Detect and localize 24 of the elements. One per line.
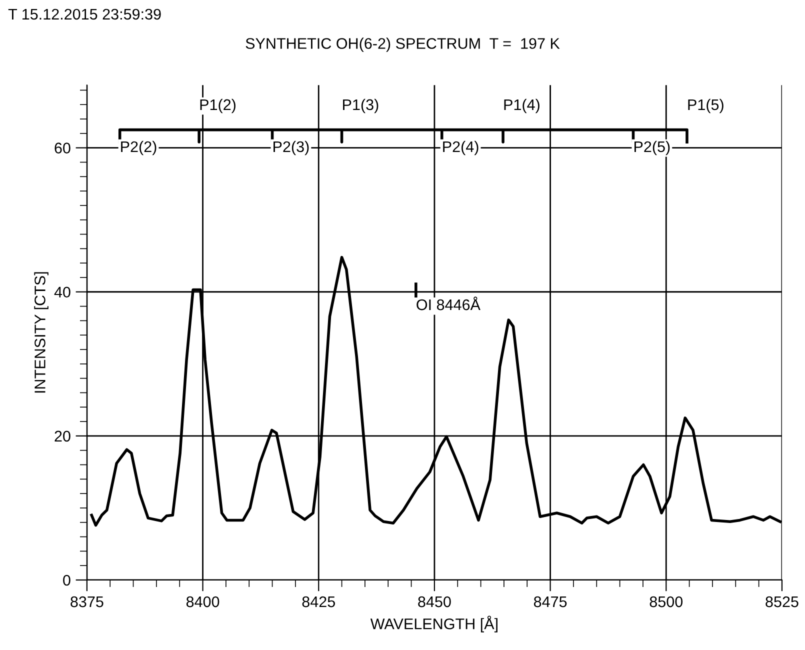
- x-tick-label: 8425: [302, 596, 335, 608]
- x-tick-label: 8375: [70, 596, 104, 608]
- text: T 15.12.2015 23:59:39: [8, 8, 161, 20]
- y-axis-title: INTENSITY [CTS]: [34, 272, 48, 393]
- annotation: P1(2): [200, 98, 236, 114]
- annotation: P1(3): [343, 98, 378, 114]
- x-axis-title: WAVELENGTH [Å]: [370, 616, 498, 632]
- x-tick-label: 8450: [418, 596, 451, 608]
- chart-title: SYNTHETIC OH(6-2) SPECTRUM T = 197 K: [246, 38, 560, 52]
- annotation: P1(5): [688, 98, 724, 114]
- annotation: P2(5): [634, 140, 670, 156]
- x-tick-label: 8475: [534, 596, 567, 608]
- y-tick-label: 0: [63, 574, 70, 586]
- x-tick-label: 8500: [650, 596, 683, 608]
- y-tick-label: 60: [54, 142, 70, 154]
- annotation: P2(2): [121, 140, 156, 156]
- y-tick-label: 20: [54, 430, 70, 442]
- annotation: P2(3): [274, 140, 309, 156]
- x-tick-label: 8525: [766, 596, 798, 608]
- x-tick-label: 8400: [186, 596, 220, 608]
- annotation: P1(4): [504, 98, 540, 114]
- annotation: P2(4): [443, 140, 478, 156]
- y-tick-label: 40: [54, 286, 70, 298]
- annotation: OI 8446Å: [416, 296, 480, 310]
